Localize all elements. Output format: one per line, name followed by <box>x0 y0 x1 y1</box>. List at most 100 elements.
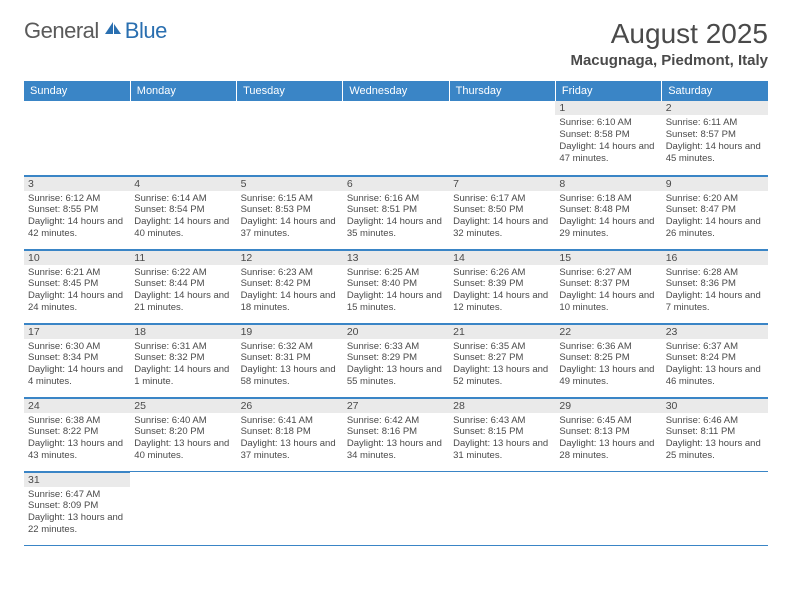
daylight-line: Daylight: 14 hours and 21 minutes. <box>134 290 232 314</box>
day-number: 13 <box>343 250 449 265</box>
daylight-line: Daylight: 14 hours and 45 minutes. <box>666 141 764 165</box>
sunset-line: Sunset: 8:58 PM <box>559 129 657 141</box>
daylight-line: Daylight: 13 hours and 34 minutes. <box>347 438 445 462</box>
sunrise-line: Sunrise: 6:10 AM <box>559 117 657 129</box>
sunset-line: Sunset: 8:29 PM <box>347 352 445 364</box>
sunrise-line: Sunrise: 6:18 AM <box>559 193 657 205</box>
daylight-line: Daylight: 13 hours and 28 minutes. <box>559 438 657 462</box>
calendar-cell: 9Sunrise: 6:20 AMSunset: 8:47 PMDaylight… <box>662 175 768 249</box>
day-details: Sunrise: 6:15 AMSunset: 8:53 PMDaylight:… <box>237 191 343 244</box>
daylight-line: Daylight: 14 hours and 12 minutes. <box>453 290 551 314</box>
daylight-line: Daylight: 14 hours and 1 minute. <box>134 364 232 388</box>
calendar-cell: 30 Sunrise: 6:46 AMSunset: 8:11 PMDayligh… <box>662 397 768 471</box>
daylight-line: Daylight: 13 hours and 55 minutes. <box>347 364 445 388</box>
day-number: 7 <box>449 176 555 191</box>
sunrise-line: Sunrise: 6:31 AM <box>134 341 232 353</box>
day-details: Sunrise: 6:26 AMSunset: 8:39 PMDaylight:… <box>449 265 555 318</box>
day-details: Sunrise: 6:30 AMSunset: 8:34 PMDaylight:… <box>24 339 130 392</box>
calendar-cell: 27Sunrise: 6:42 AMSunset: 8:16 PMDayligh… <box>343 397 449 471</box>
calendar-cell <box>449 471 555 545</box>
sunrise-line: Sunrise: 6:45 AM <box>559 415 657 427</box>
daylight-line: Daylight: 13 hours and 25 minutes. <box>666 438 764 462</box>
sunrise-line: Sunrise: 6:42 AM <box>347 415 445 427</box>
calendar-cell: 20Sunrise: 6:33 AMSunset: 8:29 PMDayligh… <box>343 323 449 397</box>
calendar-cell: 3Sunrise: 6:12 AMSunset: 8:55 PMDaylight… <box>24 175 130 249</box>
sunrise-line: Sunrise: 6:38 AM <box>28 415 126 427</box>
calendar-row: 24Sunrise: 6:38 AMSunset: 8:22 PMDayligh… <box>24 397 768 471</box>
calendar-cell: 22Sunrise: 6:36 AMSunset: 8:25 PMDayligh… <box>555 323 661 397</box>
sunset-line: Sunset: 8:44 PM <box>134 278 232 290</box>
day-details: Sunrise: 6:31 AMSunset: 8:32 PMDaylight:… <box>130 339 236 392</box>
calendar-cell: 10Sunrise: 6:21 AMSunset: 8:45 PMDayligh… <box>24 249 130 323</box>
logo-text-general: General <box>24 18 99 44</box>
sunset-line: Sunset: 8:20 PM <box>134 426 232 438</box>
day-details: Sunrise: 6:27 AMSunset: 8:37 PMDaylight:… <box>555 265 661 318</box>
sunset-line: Sunset: 8:51 PM <box>347 204 445 216</box>
calendar-row: 3Sunrise: 6:12 AMSunset: 8:55 PMDaylight… <box>24 175 768 249</box>
day-number: 2 <box>662 101 768 115</box>
sunrise-line: Sunrise: 6:28 AM <box>666 267 764 279</box>
sunrise-line: Sunrise: 6:17 AM <box>453 193 551 205</box>
day-number: 1 <box>555 101 661 115</box>
calendar-cell <box>237 101 343 175</box>
day-number: 12 <box>237 250 343 265</box>
sunrise-line: Sunrise: 6:15 AM <box>241 193 339 205</box>
sunset-line: Sunset: 8:16 PM <box>347 426 445 438</box>
calendar-row: 31Sunrise: 6:47 AMSunset: 8:09 PMDayligh… <box>24 471 768 545</box>
sunset-line: Sunset: 8:34 PM <box>28 352 126 364</box>
day-details: Sunrise: 6:43 AMSunset: 8:15 PMDaylight:… <box>449 413 555 466</box>
sunset-line: Sunset: 8:47 PM <box>666 204 764 216</box>
calendar-cell: 31Sunrise: 6:47 AMSunset: 8:09 PMDayligh… <box>24 471 130 545</box>
day-details: Sunrise: 6:28 AMSunset: 8:36 PMDaylight:… <box>662 265 768 318</box>
sunrise-line: Sunrise: 6:23 AM <box>241 267 339 279</box>
day-number: 23 <box>662 324 768 339</box>
sunset-line: Sunset: 8:42 PM <box>241 278 339 290</box>
day-number: 30 <box>662 398 768 413</box>
sunrise-line: Sunrise: 6:30 AM <box>28 341 126 353</box>
calendar-cell: 24Sunrise: 6:38 AMSunset: 8:22 PMDayligh… <box>24 397 130 471</box>
day-number: 8 <box>555 176 661 191</box>
day-number: 29 <box>555 398 661 413</box>
sunrise-line: Sunrise: 6:33 AM <box>347 341 445 353</box>
calendar-cell: 7Sunrise: 6:17 AMSunset: 8:50 PMDaylight… <box>449 175 555 249</box>
calendar-cell: 26Sunrise: 6:41 AMSunset: 8:18 PMDayligh… <box>237 397 343 471</box>
daylight-line: Daylight: 14 hours and 24 minutes. <box>28 290 126 314</box>
sunrise-line: Sunrise: 6:35 AM <box>453 341 551 353</box>
weekday-header: Wednesday <box>343 81 449 101</box>
daylight-line: Daylight: 14 hours and 26 minutes. <box>666 216 764 240</box>
calendar-cell: 15Sunrise: 6:27 AMSunset: 8:37 PMDayligh… <box>555 249 661 323</box>
sunrise-line: Sunrise: 6:32 AM <box>241 341 339 353</box>
day-number: 10 <box>24 250 130 265</box>
calendar-cell <box>343 471 449 545</box>
sunset-line: Sunset: 8:11 PM <box>666 426 764 438</box>
day-details: Sunrise: 6:41 AMSunset: 8:18 PMDaylight:… <box>237 413 343 466</box>
calendar-cell <box>449 101 555 175</box>
sunset-line: Sunset: 8:37 PM <box>559 278 657 290</box>
weekday-header: Monday <box>130 81 236 101</box>
sunset-line: Sunset: 8:31 PM <box>241 352 339 364</box>
sunset-line: Sunset: 8:55 PM <box>28 204 126 216</box>
daylight-line: Daylight: 14 hours and 15 minutes. <box>347 290 445 314</box>
calendar-cell <box>24 101 130 175</box>
daylight-line: Daylight: 14 hours and 35 minutes. <box>347 216 445 240</box>
calendar-cell <box>130 471 236 545</box>
daylight-line: Daylight: 13 hours and 37 minutes. <box>241 438 339 462</box>
day-details: Sunrise: 6:35 AMSunset: 8:27 PMDaylight:… <box>449 339 555 392</box>
sunrise-line: Sunrise: 6:46 AM <box>666 415 764 427</box>
calendar-cell: 17Sunrise: 6:30 AMSunset: 8:34 PMDayligh… <box>24 323 130 397</box>
calendar-cell: 8Sunrise: 6:18 AMSunset: 8:48 PMDaylight… <box>555 175 661 249</box>
daylight-line: Daylight: 13 hours and 58 minutes. <box>241 364 339 388</box>
calendar-cell: 18Sunrise: 6:31 AMSunset: 8:32 PMDayligh… <box>130 323 236 397</box>
day-number: 21 <box>449 324 555 339</box>
calendar-cell: 11Sunrise: 6:22 AMSunset: 8:44 PMDayligh… <box>130 249 236 323</box>
calendar-cell: 19Sunrise: 6:32 AMSunset: 8:31 PMDayligh… <box>237 323 343 397</box>
daylight-line: Daylight: 14 hours and 42 minutes. <box>28 216 126 240</box>
day-details: Sunrise: 6:33 AMSunset: 8:29 PMDaylight:… <box>343 339 449 392</box>
sunset-line: Sunset: 8:24 PM <box>666 352 764 364</box>
day-details: Sunrise: 6:47 AMSunset: 8:09 PMDaylight:… <box>24 487 130 540</box>
weekday-header: Sunday <box>24 81 130 101</box>
sunset-line: Sunset: 8:13 PM <box>559 426 657 438</box>
sunset-line: Sunset: 8:50 PM <box>453 204 551 216</box>
day-number: 5 <box>237 176 343 191</box>
day-number: 18 <box>130 324 236 339</box>
